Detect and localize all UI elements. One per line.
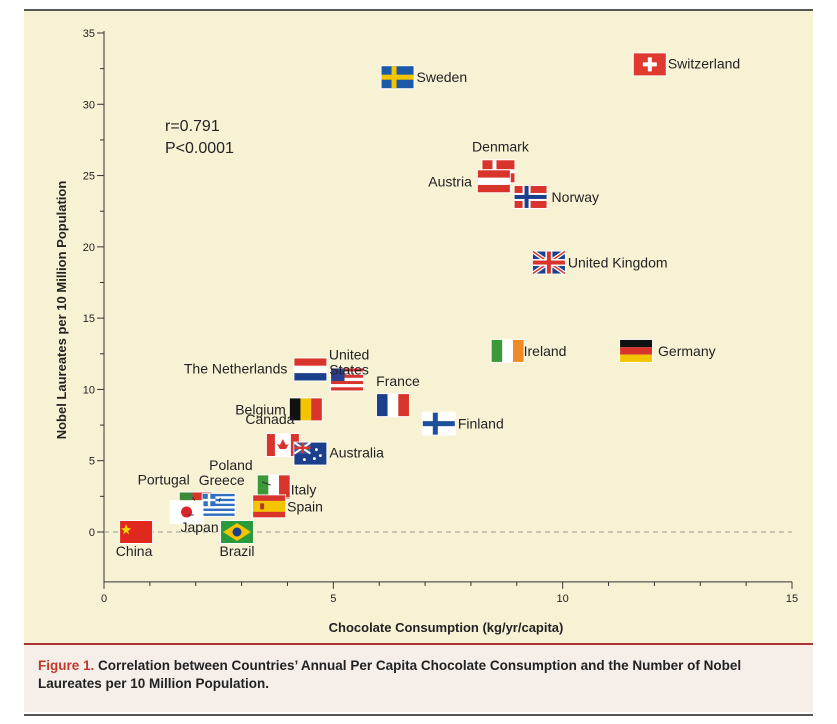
point-label-australia: Australia [329, 445, 384, 461]
y-axis-label: Nobel Laureates per 10 Million Populatio… [54, 181, 69, 440]
figure-caption: Figure 1. Correlation between Countries’… [24, 643, 813, 712]
data-point-china [119, 520, 154, 544]
data-point-brazil [220, 520, 255, 544]
x-tick-label: 15 [786, 593, 798, 605]
data-point-sweden [380, 65, 415, 90]
y-tick-label: 30 [83, 99, 95, 111]
x-axis-label: Chocolate Consumption (kg/yr/capita) [329, 620, 564, 635]
data-point-ireland [490, 338, 525, 363]
y-tick-label: 20 [83, 242, 95, 254]
y-tick-label: 10 [83, 384, 95, 396]
point-label-france: France [376, 373, 420, 389]
data-point-germany [619, 338, 654, 363]
point-label-netherlands: The Netherlands [184, 360, 288, 376]
point-label-belgium: Belgium [235, 401, 286, 417]
y-tick-label: 5 [89, 456, 95, 468]
data-point-united-kingdom [531, 249, 567, 276]
point-label-united-states-line1: United [329, 346, 369, 362]
y-tick-label: 15 [83, 313, 95, 325]
y-tick-label: 35 [83, 28, 95, 40]
data-point-united-states [330, 367, 365, 392]
data-point-australia [293, 441, 328, 466]
point-label-united-states-line2: States [329, 361, 369, 377]
data-point-switzerland [632, 52, 667, 77]
point-label-portugal: Portugal [138, 471, 190, 487]
point-label-poland: Poland [209, 457, 253, 473]
point-label-japan: Japan [180, 519, 218, 535]
data-point-greece [201, 492, 236, 517]
data-point-finland [421, 411, 456, 436]
point-label-finland: Finland [458, 416, 504, 432]
x-tick-label: 5 [330, 593, 336, 605]
leader-line [192, 496, 196, 501]
caption-label: Figure 1. [38, 658, 95, 673]
point-label-spain: Spain [287, 498, 323, 514]
data-points [119, 52, 667, 544]
data-point-belgium [288, 397, 323, 422]
point-labels: Switzerland Sweden Denmark Austria Norway Uni… [116, 55, 740, 559]
point-label-ireland: Ireland [524, 343, 567, 359]
point-label-italy: Italy [291, 481, 317, 497]
point-label-denmark: Denmark [472, 138, 530, 154]
point-label-china: China [116, 543, 153, 559]
data-point-spain [252, 494, 287, 519]
point-label-germany: Germany [658, 343, 716, 359]
y-tick-label: 0 [89, 527, 95, 539]
data-point-france [375, 393, 410, 418]
data-point-japan [169, 500, 204, 525]
x-tick-label: 0 [101, 593, 107, 605]
point-label-austria: Austria [428, 173, 472, 189]
top-rule [24, 9, 813, 11]
plot-background [24, 11, 813, 643]
stat-r: r=0.791 [165, 118, 220, 135]
point-label-united-kingdom: United Kingdom [568, 255, 668, 271]
point-label-sweden: Sweden [417, 69, 468, 85]
leader-line [261, 481, 271, 486]
stat-p: P<0.0001 [165, 140, 234, 157]
data-point-netherlands [293, 357, 328, 382]
caption-text: Correlation between Countries’ Annual Pe… [38, 658, 742, 691]
x-tick-label: 10 [557, 593, 569, 605]
data-point-norway [513, 184, 548, 209]
data-point-austria [476, 169, 511, 194]
axes: 0 5 10 15 20 25 30 35 0 5 10 15 [83, 28, 798, 605]
point-label-canada: Canada [245, 411, 294, 427]
bottom-rule [24, 714, 813, 716]
y-tick-label: 25 [83, 171, 95, 183]
chart-figure: 0 5 10 15 20 25 30 35 0 5 10 15 Switzerland Sweden De… [24, 11, 813, 643]
point-label-norway: Norway [552, 189, 599, 205]
leader-line [218, 497, 221, 503]
point-label-brazil: Brazil [220, 543, 255, 559]
point-label-greece: Greece [199, 472, 245, 488]
point-label-switzerland: Switzerland [668, 55, 740, 71]
